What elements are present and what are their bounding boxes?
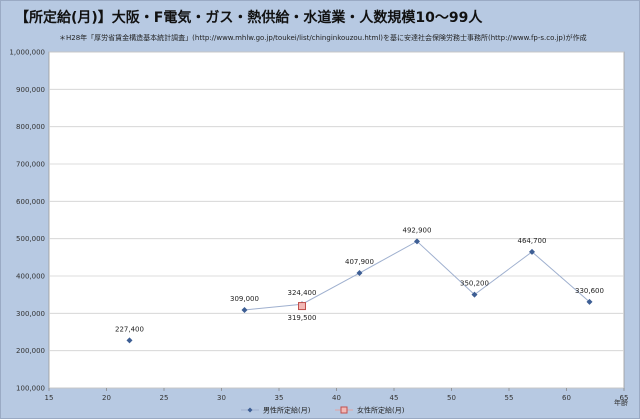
chart-source-note: ＊H28年「厚労省賃金構造基本統計調査」(http://www.mhlw.go.… xyxy=(59,34,587,42)
y-tick-label: 300,000 xyxy=(16,310,45,318)
y-tick-label: 800,000 xyxy=(16,123,45,131)
y-tick-label: 400,000 xyxy=(16,273,45,281)
legend-swatch-male xyxy=(247,407,253,413)
data-point-male xyxy=(471,291,478,298)
x-tick-label: 25 xyxy=(160,394,169,402)
x-tick-label: 40 xyxy=(332,394,341,402)
data-label: 309,000 xyxy=(230,295,259,303)
data-label: 324,400 xyxy=(288,289,317,297)
x-tick-label: 15 xyxy=(45,394,54,402)
legend-entry-female: 女性所定給(月) xyxy=(357,406,405,415)
x-tick-label: 20 xyxy=(102,394,111,402)
y-tick-label: 500,000 xyxy=(16,235,45,243)
x-tick-label: 30 xyxy=(217,394,226,402)
plot-area xyxy=(48,51,625,389)
y-tick-label: 600,000 xyxy=(16,198,45,206)
data-label: 319,500 xyxy=(288,314,317,322)
data-point-female xyxy=(298,302,306,311)
data-point-male xyxy=(126,337,133,344)
data-label: 492,900 xyxy=(403,226,432,234)
data-label: 227,400 xyxy=(115,325,144,333)
data-label: 407,900 xyxy=(345,258,374,266)
x-tick-label: 60 xyxy=(562,394,571,402)
chart-title: 【所定給(月)】大阪・F電気・ガス・熱供給・水道業・人数規模10～99人 xyxy=(15,10,483,26)
data-point-male xyxy=(356,270,363,277)
x-axis-label: 年齢 xyxy=(614,398,628,407)
y-tick-label: 100,000 xyxy=(16,385,45,393)
x-tick-label: 55 xyxy=(505,394,514,402)
data-point-male xyxy=(414,238,420,245)
x-tick-label: 65 xyxy=(620,394,629,402)
data-label: 330,600 xyxy=(575,287,604,295)
data-point-male xyxy=(586,298,593,305)
y-tick-label: 1,000,000 xyxy=(9,49,45,57)
y-tick-label: 200,000 xyxy=(16,347,45,355)
data-label: 464,700 xyxy=(518,237,547,245)
y-tick-label: 900,000 xyxy=(16,86,45,94)
x-tick-label: 35 xyxy=(275,394,284,402)
legend-swatch-female xyxy=(340,406,348,414)
x-tick-label: 45 xyxy=(390,394,399,402)
data-point-male xyxy=(529,248,535,255)
data-label: 350,200 xyxy=(460,280,489,288)
data-point-male xyxy=(241,306,248,313)
legend-entry-male: 男性所定給(月) xyxy=(263,406,311,415)
y-tick-label: 700,000 xyxy=(16,161,45,169)
x-tick-label: 50 xyxy=(447,394,456,402)
